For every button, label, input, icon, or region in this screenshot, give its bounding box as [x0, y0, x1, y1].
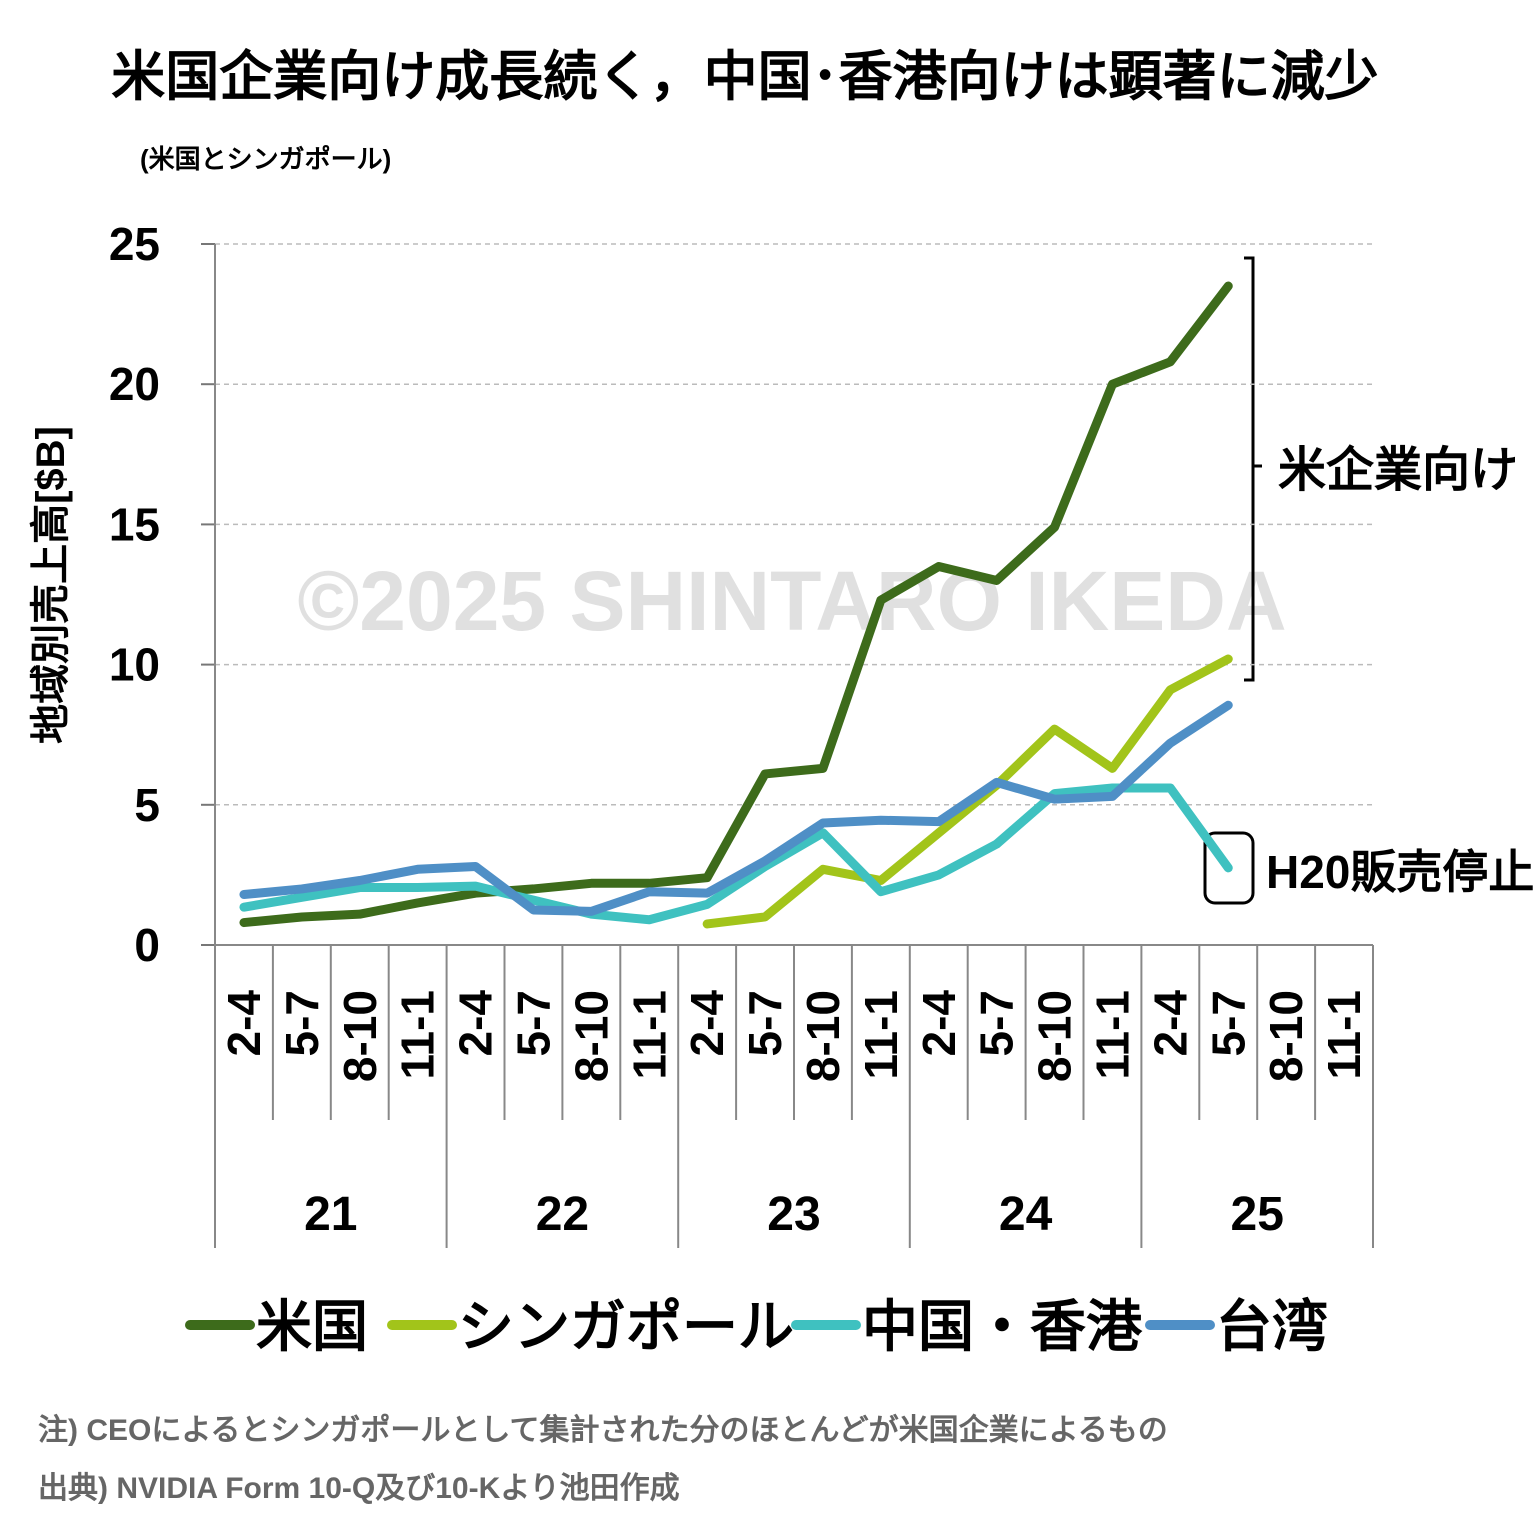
- legend-label: 中国・香港: [862, 1295, 1143, 1358]
- note: 注) CEOによるとシンガポールとして集計された分のほとんどが米国企業によるもの: [38, 1413, 1168, 1447]
- y-tick-label: 0: [134, 919, 160, 971]
- year-label: 24: [999, 1188, 1053, 1241]
- chart-subtitle: (米国とシンガポール): [140, 144, 391, 174]
- y-axis-label: 地域別売上高[$B]: [29, 426, 73, 744]
- x-tick-label: 2-4: [218, 990, 270, 1057]
- series-line: [702, 654, 1233, 929]
- x-tick-label: 5-7: [1202, 990, 1254, 1056]
- x-tick-label: 5-7: [507, 990, 559, 1056]
- series-line: [239, 281, 1233, 928]
- x-tick-label: 8-10: [1029, 990, 1081, 1082]
- x-tick-label: 2-4: [913, 990, 965, 1057]
- x-tick-label: 5-7: [739, 990, 791, 1056]
- x-tick-label: 11-1: [1318, 990, 1370, 1080]
- legend-label: 米国: [256, 1295, 368, 1358]
- x-tick-label: 8-10: [797, 990, 849, 1082]
- x-tick-label: 8-10: [565, 990, 617, 1082]
- series-line: [239, 783, 1233, 925]
- year-label: 21: [304, 1188, 357, 1241]
- y-tick-label: 5: [134, 779, 160, 831]
- y-tick-label: 20: [109, 358, 160, 410]
- x-tick-label: 2-4: [1144, 990, 1196, 1057]
- year-label: 25: [1231, 1188, 1284, 1241]
- highlight-box: [1203, 831, 1255, 905]
- bracket: [1244, 256, 1262, 682]
- annotation: 米企業向け: [1278, 444, 1518, 497]
- y-tick-label: 10: [109, 639, 160, 691]
- x-tick-label: 11-1: [392, 990, 444, 1080]
- legend-label: シンガポール: [458, 1295, 794, 1358]
- x-tick-label: 11-1: [623, 990, 675, 1080]
- x-tick-label: 11-1: [1086, 990, 1138, 1080]
- legend-label: 台湾: [1216, 1295, 1328, 1358]
- annotation: H20販売停止: [1266, 846, 1534, 898]
- x-tick-label: 2-4: [681, 990, 733, 1057]
- x-tick-label: 5-7: [971, 990, 1023, 1056]
- year-label: 22: [536, 1188, 589, 1241]
- chart-title: 米国企業向け成長続く，中国･香港向けは顕著に減少: [111, 47, 1378, 107]
- y-tick-label: 25: [109, 218, 160, 270]
- x-tick-label: 2-4: [450, 990, 502, 1057]
- x-tick-label: 8-10: [1260, 990, 1312, 1082]
- x-tick-label: 8-10: [334, 990, 386, 1082]
- watermark: ©2025 SHINTARO IKEDA: [297, 554, 1286, 648]
- y-tick-label: 15: [109, 498, 160, 550]
- x-tick-label: 5-7: [276, 990, 328, 1056]
- x-tick-label: 11-1: [855, 990, 907, 1080]
- series-line: [239, 700, 1233, 916]
- year-label: 23: [767, 1188, 820, 1241]
- note: 出典) NVIDIA Form 10-Q及び10-Kより池田作成: [38, 1472, 680, 1505]
